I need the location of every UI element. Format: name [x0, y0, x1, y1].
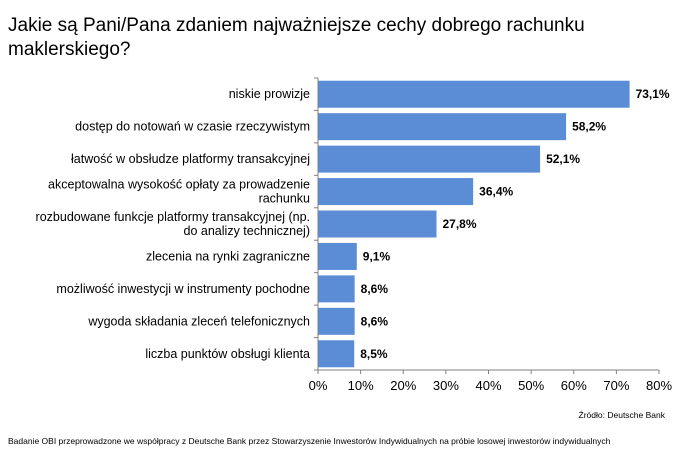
x-tick-label-6: 50% [518, 378, 544, 393]
value-label-6: 9,1% [363, 249, 391, 263]
bar-1 [318, 80, 630, 108]
x-tick-label-3: 20% [390, 378, 416, 393]
x-tick-label-5: 40% [475, 378, 501, 393]
value-label-2: 58,2% [572, 120, 606, 134]
category-label-9: liczba punktów obsługi klienta [145, 347, 310, 361]
value-label-7: 8,6% [361, 282, 389, 296]
bar-9 [318, 340, 355, 368]
bar-2 [318, 113, 567, 141]
x-tick-label-8: 70% [603, 378, 629, 393]
bar-6 [318, 242, 357, 270]
category-label-3: łatwość w obsłudze platformy transakcyjn… [71, 152, 310, 166]
value-label-1: 73,1% [636, 87, 670, 101]
bar-8 [318, 307, 355, 335]
category-label-8: wygoda składania zleceń telefonicznych [87, 314, 310, 328]
source-note: Źródło: Deutsche Bank [578, 410, 665, 420]
value-label-5: 27,8% [442, 217, 476, 231]
bar-5 [318, 210, 437, 238]
chart-title: Jakie są Pani/Pana zdaniem najważniejsze… [8, 15, 585, 60]
x-tick-label-2: 10% [348, 378, 374, 393]
x-tick-label-1: 0% [309, 378, 328, 393]
category-label-7: możliwość inwestycji w instrumenty pocho… [56, 282, 310, 296]
category-label-2: dostęp do notowań w czasie rzeczywistym [75, 120, 310, 134]
category-label-5-line-1: rozbudowane funkcje platformy transakcyj… [36, 210, 310, 224]
value-label-9: 8,5% [360, 347, 388, 361]
value-label-8: 8,6% [361, 314, 389, 328]
x-tick-label-9: 80% [646, 378, 672, 393]
category-label-6: zlecenia na rynki zagraniczne [146, 249, 310, 263]
x-tick-label-7: 60% [561, 378, 587, 393]
category-label-1: niskie prowizje [229, 87, 310, 101]
x-tick-label-4: 30% [433, 378, 459, 393]
category-label-5-line-2: do analizy technicznej) [184, 224, 310, 238]
value-label-4: 36,4% [479, 185, 513, 199]
footnote: Badanie OBI przeprowadzone we współpracy… [8, 436, 611, 446]
category-label-4-line-2: rachunku [259, 192, 310, 206]
value-label-3: 52,1% [546, 152, 580, 166]
category-label-4-line-1: akceptowalna wysokość opłaty za prowadze… [48, 178, 310, 192]
bar-4 [318, 178, 474, 206]
bar-3 [318, 145, 541, 173]
bar-7 [318, 275, 355, 303]
